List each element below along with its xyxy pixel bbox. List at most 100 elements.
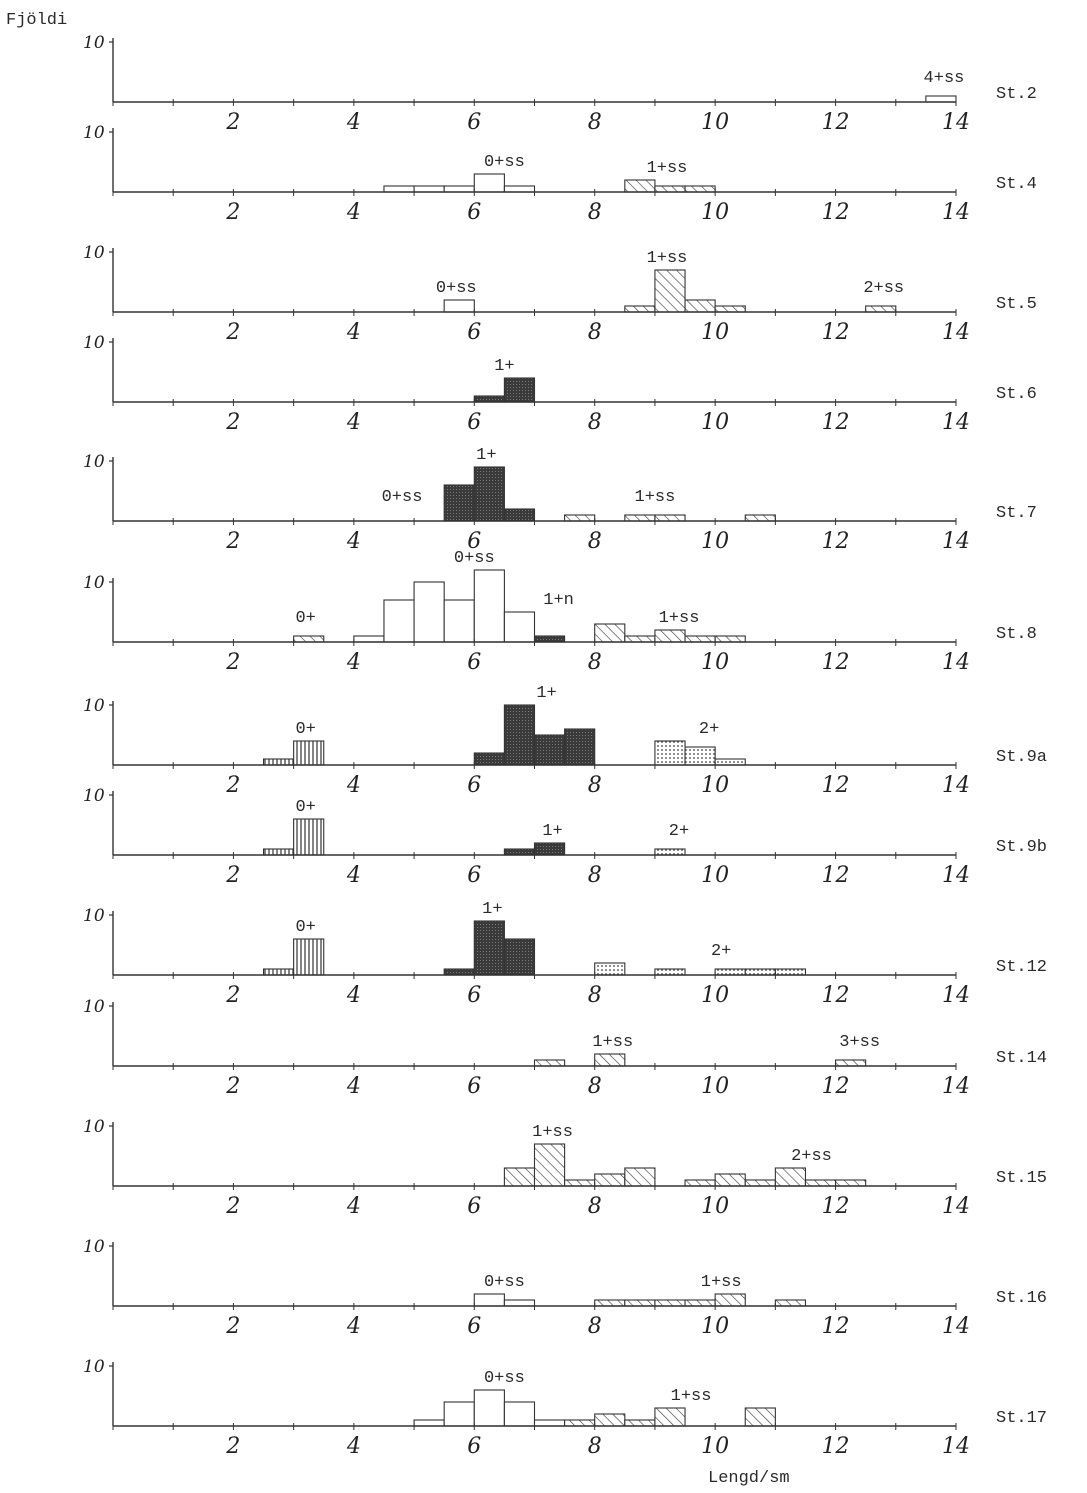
x-tick-label: 2 — [225, 200, 240, 225]
histogram-bar — [383, 599, 415, 643]
x-tick-label: 4 — [346, 1194, 361, 1219]
histogram-bar — [654, 514, 686, 522]
age-group-label: 1+ss — [635, 488, 676, 507]
x-tick-label: 10 — [701, 1194, 729, 1219]
histogram-bar — [684, 1299, 716, 1307]
histogram-bar — [413, 185, 445, 193]
histogram-bar — [473, 466, 505, 522]
histogram-bar — [654, 629, 686, 643]
histogram-bar — [262, 848, 295, 856]
histogram-bar — [744, 968, 776, 976]
histogram-bar — [594, 962, 626, 976]
x-tick-label: 2 — [225, 650, 240, 675]
x-tick-label: 10 — [701, 1314, 729, 1339]
histogram-bar — [533, 635, 566, 643]
age-group-label: 1+ss — [592, 1033, 633, 1052]
x-tick-label: 14 — [942, 863, 970, 888]
histogram-bar — [654, 848, 686, 856]
histogram-bar — [413, 1419, 445, 1427]
histogram-bar — [684, 635, 716, 643]
x-tick-label: 12 — [822, 1074, 850, 1099]
x-tick-label: 14 — [942, 650, 970, 675]
histogram-bar — [443, 968, 475, 976]
histogram-bar — [654, 1299, 686, 1307]
histogram-bar — [473, 1389, 505, 1427]
station-label: St.5 — [996, 295, 1037, 314]
age-group-label: 0+ss — [484, 153, 525, 172]
age-group-label: 1+ — [482, 900, 502, 919]
age-group-label: 1+ss — [671, 1387, 712, 1406]
x-tick-label: 4 — [346, 1314, 361, 1339]
histogram-bar — [473, 920, 505, 976]
x-tick-label: 8 — [588, 320, 602, 345]
histogram-bar — [624, 514, 656, 522]
y-tick-label: 10 — [83, 1357, 105, 1377]
x-tick-label: 12 — [822, 863, 850, 888]
x-tick-label: 4 — [346, 773, 361, 798]
x-tick-label: 8 — [588, 650, 602, 675]
histogram-bar — [744, 514, 776, 522]
y-tick-label: 10 — [83, 452, 105, 472]
x-tick-label: 4 — [346, 529, 361, 554]
x-tick-label: 14 — [942, 320, 970, 345]
station-label: St.8 — [996, 625, 1037, 644]
y-tick-label: 10 — [83, 906, 105, 926]
age-group-label: 1+ — [494, 357, 514, 376]
x-tick-label: 4 — [346, 1074, 361, 1099]
x-tick-label: 8 — [588, 200, 602, 225]
panel-st14: 10 2 4 6 8 10 12 14 1+ss 3+ss St.14 — [83, 997, 1047, 1099]
age-group-label: 0+ss — [484, 1273, 525, 1292]
station-label: St.12 — [996, 958, 1047, 977]
histogram-bar — [774, 1299, 807, 1307]
x-tick-label: 4 — [346, 1434, 361, 1459]
y-axis-label: Fjöldi — [6, 11, 67, 30]
histogram-bar — [533, 1059, 566, 1067]
histogram-bar — [353, 635, 385, 643]
age-group-label: 0+ — [295, 918, 315, 937]
x-tick-label: 6 — [467, 983, 481, 1008]
histogram-bar — [684, 1179, 716, 1187]
histogram-bar — [503, 611, 536, 643]
age-group-label: 0+ss — [484, 1369, 525, 1388]
x-tick-label: 2 — [225, 773, 240, 798]
x-tick-label: 10 — [701, 983, 729, 1008]
panel-st16: 10 2 4 6 8 10 12 14 0+ss 1+ss St.16 — [83, 1237, 1047, 1339]
histogram-bar — [443, 299, 475, 313]
histogram-bar — [533, 1143, 566, 1187]
histogram-bar — [564, 514, 596, 522]
age-group-label: 2+ — [699, 720, 719, 739]
histogram-bar — [774, 1167, 807, 1187]
histogram-bar — [503, 848, 536, 856]
histogram-bar — [865, 305, 897, 313]
station-label: St.9b — [996, 838, 1047, 857]
x-tick-label: 2 — [225, 1434, 240, 1459]
x-tick-label: 2 — [225, 410, 240, 435]
x-tick-label: 10 — [701, 1074, 729, 1099]
x-tick-label: 10 — [701, 200, 729, 225]
panel-st7: 10 2 4 6 8 10 12 14 1+ 0+ss 1+ss St.7 — [83, 446, 1037, 554]
x-tick-label: 12 — [822, 200, 850, 225]
histogram-bar — [624, 1299, 656, 1307]
histogram-bar — [533, 734, 566, 766]
x-tick-label: 6 — [467, 320, 481, 345]
histogram-bar — [654, 269, 686, 313]
y-tick-label: 10 — [83, 333, 105, 353]
histogram-bar — [473, 569, 505, 643]
station-label: St.15 — [996, 1169, 1047, 1188]
x-tick-label: 14 — [942, 983, 970, 1008]
age-group-label: 1+ — [536, 684, 556, 703]
x-tick-label: 10 — [701, 650, 729, 675]
histogram-bar — [714, 1173, 746, 1187]
histogram-bar — [443, 484, 475, 522]
x-tick-label: 8 — [588, 410, 602, 435]
y-tick-label: 10 — [83, 997, 105, 1017]
histogram-bar — [293, 818, 325, 856]
histogram-bar — [654, 740, 686, 766]
age-group-label: 1+ — [542, 822, 562, 841]
x-tick-label: 2 — [225, 110, 240, 135]
age-group-label: 0+ — [295, 609, 315, 628]
histogram-bar — [383, 185, 415, 193]
histogram-bar — [503, 1167, 536, 1187]
histogram-bar — [714, 968, 746, 976]
